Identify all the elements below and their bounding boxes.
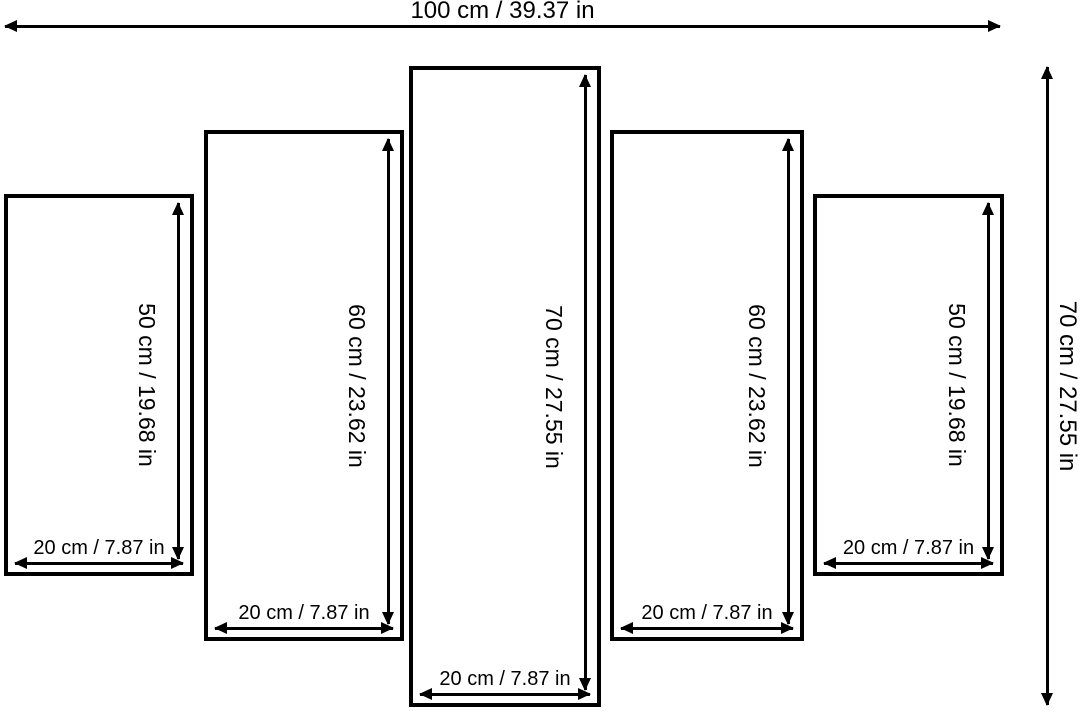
panel-width-label: 20 cm / 7.87 in	[238, 602, 370, 624]
panel-width-label: 20 cm / 7.87 in	[439, 668, 571, 690]
panel-width-arrow-icon	[823, 557, 994, 569]
panel-width-label: 20 cm / 7.87 in	[641, 602, 773, 624]
overall-width-arrow-icon	[4, 20, 1001, 32]
panel-width-arrow-icon	[620, 622, 794, 634]
panel-height-arrow-icon	[782, 138, 794, 625]
panel-width-arrow-icon	[214, 622, 394, 634]
panel-height-arrow-icon	[982, 202, 994, 560]
panel-height-arrow-icon	[172, 202, 184, 560]
panel-height-arrow-icon	[579, 74, 591, 691]
panel-5: 50 cm / 19.68 in 20 cm / 7.87 in	[813, 194, 1004, 576]
panel-2: 60 cm / 23.62 in 20 cm / 7.87 in	[204, 130, 404, 641]
panel-3: 70 cm / 27.55 in 20 cm / 7.87 in	[409, 66, 601, 707]
panel-height-label: 50 cm / 19.68 in	[944, 303, 970, 467]
panel-width-label: 20 cm / 7.87 in	[842, 537, 975, 559]
panel-4: 60 cm / 23.62 in 20 cm / 7.87 in	[610, 130, 804, 641]
overall-width-label: 100 cm / 39.37 in	[410, 0, 595, 24]
overall-height-label: 70 cm / 27.55 in	[1054, 300, 1080, 472]
panel-width-arrow-icon	[14, 557, 184, 569]
panel-height-label: 50 cm / 19.68 in	[134, 303, 160, 467]
panel-1: 50 cm / 19.68 in 20 cm / 7.87 in	[4, 194, 194, 576]
panel-width-arrow-icon	[419, 688, 591, 700]
panel-height-label: 60 cm / 23.62 in	[744, 303, 770, 468]
overall-height-arrow-icon	[1041, 66, 1053, 706]
panel-width-label: 20 cm / 7.87 in	[33, 537, 165, 559]
panel-height-label: 70 cm / 27.55 in	[541, 304, 567, 469]
panel-height-arrow-icon	[382, 138, 394, 625]
panel-height-label: 60 cm / 23.62 in	[344, 303, 370, 468]
